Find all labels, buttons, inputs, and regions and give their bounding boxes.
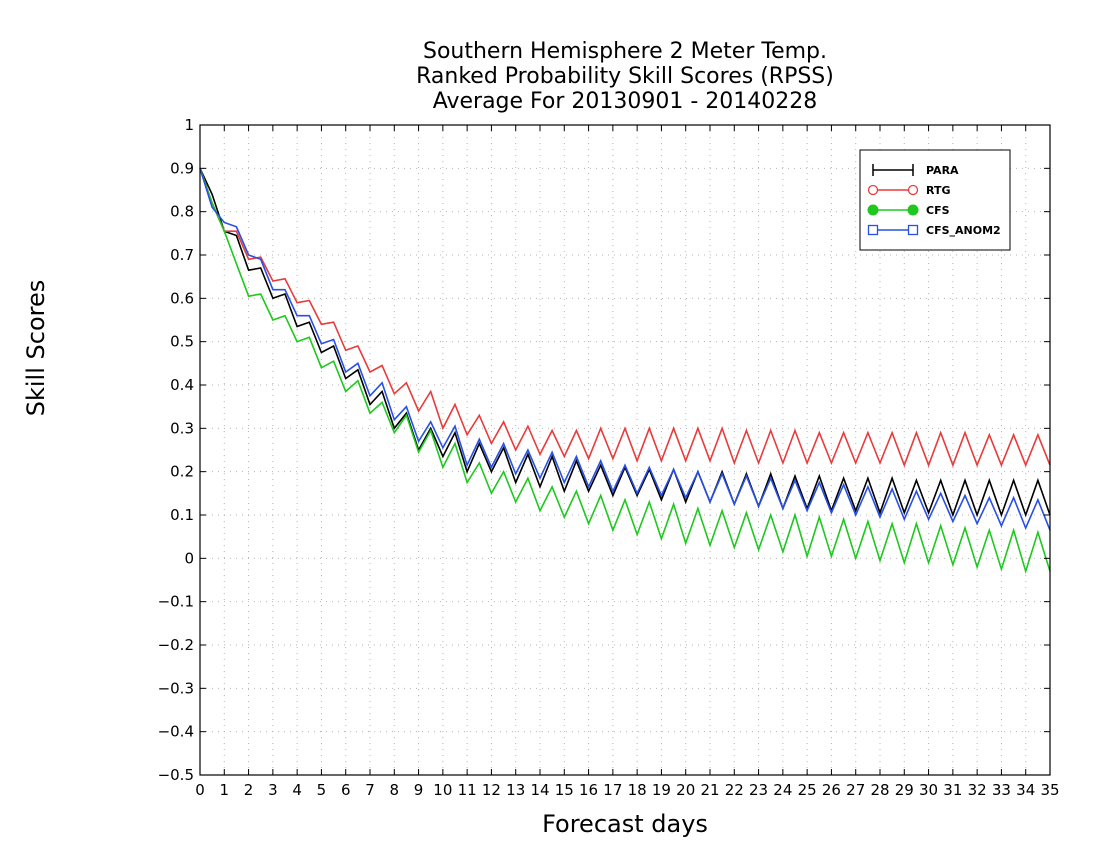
x-tick-label: 32 — [968, 781, 987, 799]
x-tick-label: 7 — [365, 781, 375, 799]
y-tick-label: −0.4 — [158, 723, 194, 741]
series-layer — [199, 167, 1051, 575]
x-tick-label: 10 — [433, 781, 452, 799]
series-line-cfs-anom2 — [199, 168, 1051, 531]
x-tick-label: 21 — [700, 781, 719, 799]
y-tick-label: 0.3 — [170, 419, 194, 437]
x-tick-label: 33 — [992, 781, 1011, 799]
x-tick-label: 0 — [195, 781, 205, 799]
x-tick-label: 16 — [579, 781, 598, 799]
tick-layer: 0 1 2 3 4 5 6 7 8 9 10 11 12 13 14 15 16 17 18 19 20 21 22 23 24… — [158, 116, 1060, 799]
legend: PARA RTG CFS CFS_ANOM2 — [859, 149, 1011, 251]
x-tick-label: 1 — [220, 781, 230, 799]
y-tick-label: −0.5 — [158, 766, 194, 784]
x-tick-label: 6 — [341, 781, 351, 799]
x-tick-label: 30 — [919, 781, 938, 799]
x-tick-label: 22 — [725, 781, 744, 799]
legend-entry-cfs: CFS — [867, 204, 950, 217]
x-tick-label: 9 — [414, 781, 424, 799]
x-tick-label: 13 — [506, 781, 525, 799]
y-tick-label: 0.7 — [170, 246, 194, 264]
legend-marker — [907, 224, 919, 236]
legend-label: RTG — [926, 184, 951, 197]
x-tick-label: 2 — [244, 781, 254, 799]
legend-label: CFS — [926, 204, 950, 217]
x-tick-label: 14 — [530, 781, 549, 799]
legend-label: PARA — [926, 164, 959, 177]
y-tick-label: −0.3 — [158, 679, 194, 697]
legend-marker — [867, 224, 879, 236]
x-tick-label: 28 — [870, 781, 889, 799]
series-line-para — [199, 167, 1051, 518]
x-tick-label: 29 — [895, 781, 914, 799]
legend-entry-cfs-anom2: CFS_ANOM2 — [867, 224, 1001, 237]
x-tick-label: 35 — [1040, 781, 1059, 799]
plot-frame — [199, 124, 1051, 776]
x-tick-label: 19 — [652, 781, 671, 799]
x-tick-label: 18 — [628, 781, 647, 799]
legend-entry-para: PARA — [872, 164, 959, 177]
y-tick-label: 0.6 — [170, 289, 194, 307]
y-tick-label: −0.1 — [158, 593, 194, 611]
x-tick-label: 34 — [1016, 781, 1035, 799]
y-tick-label: 0.9 — [170, 159, 194, 177]
legend-marker — [867, 184, 879, 196]
legend-entry-rtg: RTG — [867, 184, 951, 197]
x-tick-label: 26 — [822, 781, 841, 799]
x-tick-label: 4 — [292, 781, 302, 799]
x-tick-label: 23 — [749, 781, 768, 799]
chart-title-line-2: Ranked Probability Skill Scores (RPSS) — [416, 64, 834, 89]
series-line-cfs — [199, 168, 1051, 575]
y-axis-title: Skill Scores — [22, 279, 50, 417]
legend-marker — [907, 184, 919, 196]
y-tick-label: 0.5 — [170, 333, 194, 351]
legend-marker — [867, 204, 879, 216]
y-tick-label: 1 — [184, 116, 194, 134]
x-tick-label: 20 — [676, 781, 695, 799]
y-tick-label: 0.4 — [170, 376, 194, 394]
x-tick-label: 31 — [943, 781, 962, 799]
x-tick-label: 5 — [317, 781, 327, 799]
x-tick-label: 15 — [555, 781, 574, 799]
x-tick-label: 11 — [458, 781, 477, 799]
x-tick-label: 8 — [390, 781, 400, 799]
series-line-rtg — [199, 168, 1051, 468]
y-tick-label: 0 — [184, 549, 194, 567]
y-tick-label: 0.1 — [170, 506, 194, 524]
x-tick-label: 25 — [798, 781, 817, 799]
x-tick-label: 17 — [603, 781, 622, 799]
x-tick-label: 3 — [268, 781, 278, 799]
y-tick-label: 0.8 — [170, 203, 194, 221]
y-tick-label: 0.2 — [170, 463, 194, 481]
legend-marker — [907, 204, 919, 216]
chart-title-line-1: Southern Hemisphere 2 Meter Temp. — [422, 39, 827, 64]
x-tick-label: 12 — [482, 781, 501, 799]
y-tick-label: −0.2 — [158, 636, 194, 654]
chart-title-line-3: Average For 20130901 - 20140228 — [432, 89, 818, 114]
legend-label: CFS_ANOM2 — [926, 224, 1001, 237]
x-tick-label: 24 — [773, 781, 792, 799]
legend-box — [859, 149, 1011, 251]
x-tick-label: 27 — [846, 781, 865, 799]
x-axis-title: Forecast days — [542, 810, 708, 838]
